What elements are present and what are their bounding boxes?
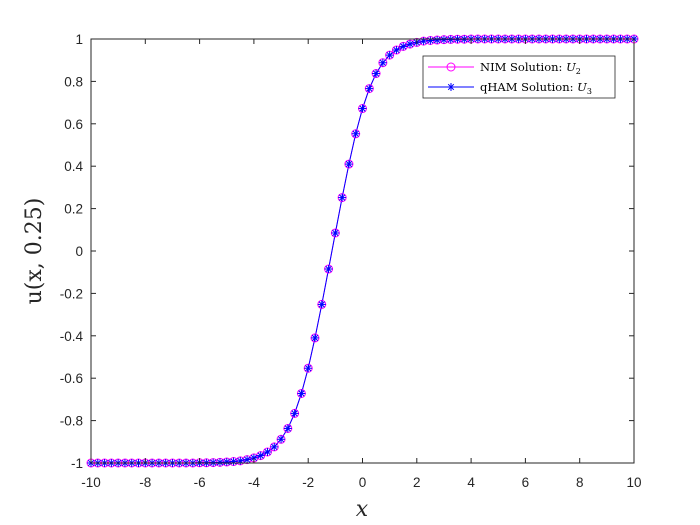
data-point-asterisk <box>433 36 442 45</box>
x-tick-label: 2 <box>413 475 421 490</box>
legend-marker-asterisk <box>447 83 455 91</box>
data-point-asterisk <box>406 40 415 49</box>
data-point-asterisk <box>324 265 333 274</box>
legend-marker-circle <box>446 62 456 72</box>
data-point-asterisk <box>372 69 381 78</box>
data-point-asterisk <box>358 104 367 113</box>
data-point-asterisk <box>277 435 286 444</box>
plot-area <box>91 39 634 463</box>
data-point-asterisk <box>304 364 313 373</box>
data-point-asterisk <box>385 51 394 60</box>
legend-entry-qham: qHAM Solution: U3 <box>428 80 592 96</box>
y-tick-label: 1 <box>75 32 83 47</box>
data-point-asterisk <box>290 409 299 418</box>
y-tick-label: -0.8 <box>60 414 83 429</box>
data-point-asterisk <box>283 424 292 433</box>
x-tick-label: -6 <box>194 475 206 490</box>
x-tick-label: 10 <box>626 475 641 490</box>
data-point-asterisk <box>378 58 387 67</box>
legend-label-qham-sub: 3 <box>587 87 592 96</box>
legend-label-qham-prefix: qHAM Solution: <box>480 80 577 94</box>
ticks-layer: -10 -8 -6 -4 -2 0 2 4 6 8 10 1 0.8 0.6 0.4 0.2 0 -0.2 -0.4… <box>60 32 642 490</box>
legend-label-qham: qHAM Solution: U3 <box>480 80 592 96</box>
data-point-asterisk <box>236 456 245 465</box>
data-point-asterisk <box>365 84 374 93</box>
data-point-asterisk <box>392 46 401 55</box>
legend-entry-nim: NIM Solution: U2 <box>428 60 581 76</box>
data-point-asterisk <box>338 193 347 202</box>
data-point-asterisk <box>270 442 279 451</box>
x-tick-label: 8 <box>576 475 584 490</box>
data-point-asterisk <box>243 455 252 464</box>
x-tick-label: 4 <box>467 475 475 490</box>
legend-box <box>422 55 616 99</box>
data-point-asterisk <box>439 35 448 44</box>
legend: NIM Solution: U2 qHAM Solution: U3 <box>422 55 616 99</box>
data-point-asterisk <box>351 129 360 138</box>
y-tick-label: -0.2 <box>60 286 83 301</box>
data-point-asterisk <box>263 447 272 456</box>
data-point-asterisk <box>297 389 306 398</box>
y-tick-label: 0.8 <box>64 74 83 89</box>
y-tick-label: 0.4 <box>64 159 83 174</box>
y-tick-label: 0 <box>75 244 83 259</box>
y-tick-label: 0.6 <box>64 117 83 132</box>
data-point-asterisk <box>215 458 224 467</box>
y-tick-label: -0.6 <box>60 371 83 386</box>
legend-label-nim-prefix: NIM Solution: <box>480 60 566 74</box>
x-tick-label: 6 <box>522 475 530 490</box>
data-point-asterisk <box>419 37 428 46</box>
data-point-asterisk <box>399 42 408 51</box>
x-tick-label: -2 <box>302 475 314 490</box>
x-tick-label: 0 <box>359 475 367 490</box>
data-point-asterisk <box>344 160 353 169</box>
y-axis-label: u(x, 0.25) <box>22 198 47 305</box>
x-tick-label: -4 <box>248 475 260 490</box>
data-point-asterisk <box>222 457 231 466</box>
y-tick-label: 0.2 <box>64 202 83 217</box>
y-tick-label: -1 <box>71 456 83 471</box>
x-axis-label: x <box>356 497 369 522</box>
data-point-asterisk <box>331 228 340 237</box>
data-point-asterisk <box>310 333 319 342</box>
legend-label-qham-var: U <box>577 80 587 94</box>
legend-label-nim: NIM Solution: U2 <box>480 60 581 76</box>
x-tick-label: -10 <box>81 475 101 490</box>
legend-label-nim-var: U <box>566 60 576 74</box>
data-point-asterisk <box>256 451 265 460</box>
legend-label-nim-sub: 2 <box>576 67 581 76</box>
x-tick-label: -8 <box>139 475 151 490</box>
y-tick-label: -0.4 <box>60 329 84 344</box>
data-point-asterisk <box>317 300 326 309</box>
